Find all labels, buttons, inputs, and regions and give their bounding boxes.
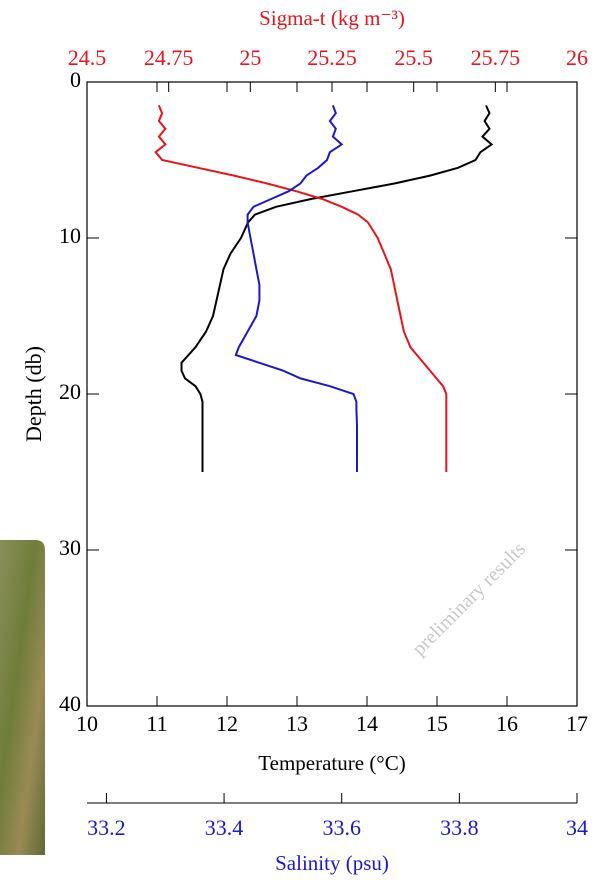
x-tick-label: 25.75 (471, 45, 521, 70)
x-tick-label: 33.6 (322, 815, 361, 840)
x-tick-label: 14 (356, 711, 378, 736)
x-axis-label: Salinity (psu) (275, 851, 389, 875)
x-tick-label: 25.25 (307, 45, 357, 70)
x-tick-label: 24.75 (144, 45, 194, 70)
profile-line (234, 105, 358, 472)
x-tick-label: 12 (216, 711, 238, 736)
x-tick-label: 16 (496, 711, 518, 736)
x-tick-label: 33.8 (440, 815, 479, 840)
y-tick-label: 30 (59, 535, 81, 560)
y-tick-label: 10 (59, 223, 81, 248)
x-axis-label: Sigma-t (kg m⁻³) (259, 6, 405, 30)
x-tick-label: 13 (286, 711, 308, 736)
y-tick-label: 20 (59, 379, 81, 404)
profile-line (154, 105, 448, 472)
x-tick-label: 33.2 (87, 815, 126, 840)
x-tick-label: 25.5 (394, 45, 433, 70)
y-tick-label: 40 (59, 691, 81, 716)
y-tick-label: 0 (70, 67, 81, 92)
x-tick-label: 33.4 (205, 815, 244, 840)
y-axis-label: Depth (db) (21, 346, 46, 442)
x-tick-label: 17 (566, 711, 588, 736)
x-tick-label: 34 (566, 815, 588, 840)
x-tick-label: 26 (566, 45, 588, 70)
x-tick-label: 15 (426, 711, 448, 736)
x-tick-label: 25 (239, 45, 261, 70)
watermark: preliminary results (408, 538, 530, 660)
x-axis-label: Temperature (°C) (258, 751, 405, 775)
profile-line (180, 104, 494, 472)
x-tick-label: 10 (76, 711, 98, 736)
x-tick-label: 24.5 (68, 45, 107, 70)
x-tick-label: 11 (146, 711, 167, 736)
plot-frame (86, 81, 578, 707)
photo (0, 540, 45, 855)
